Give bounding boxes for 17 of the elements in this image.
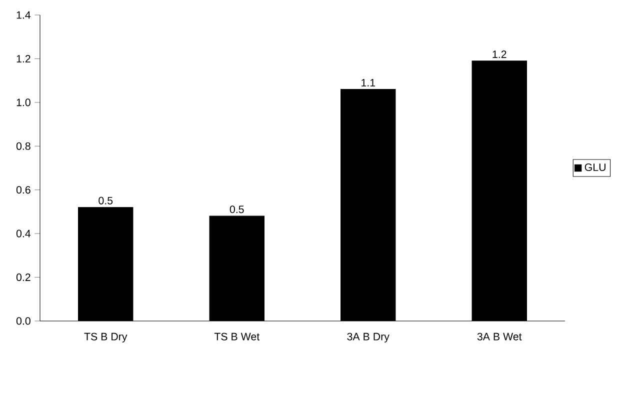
y-tick-label: 0.2 xyxy=(16,274,30,282)
legend-label: GLU xyxy=(584,163,606,172)
x-tick-label: TS B Wet xyxy=(214,332,260,340)
data-label: 0.5 xyxy=(98,196,113,204)
y-tick-label: 0.8 xyxy=(16,142,30,150)
data-label: 1.1 xyxy=(362,79,376,86)
x-tick-label: TS B Dry xyxy=(84,332,128,342)
y-tick-label: 1.2 xyxy=(16,54,30,62)
data-label: 0.5 xyxy=(230,206,244,214)
y-tick-label: 1.4 xyxy=(16,11,31,19)
data-label: 1.2 xyxy=(492,50,506,58)
y-tick-label: 0.6 xyxy=(16,186,30,194)
y-tick-label: 0.4 xyxy=(16,230,31,238)
y-tick-label: 0.0 xyxy=(16,317,30,325)
x-tick-label: 3A B Wet xyxy=(477,332,522,340)
y-tick-label: 1.0 xyxy=(16,98,30,106)
x-tick-label: 3A B Dry xyxy=(347,332,390,342)
